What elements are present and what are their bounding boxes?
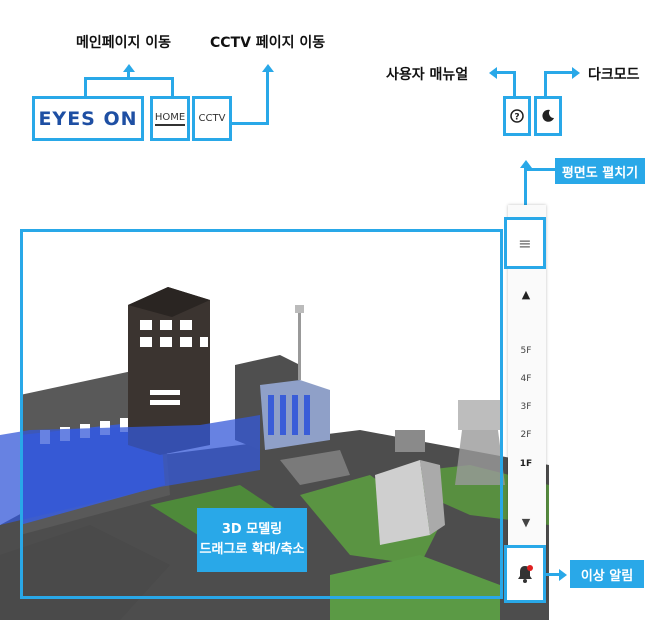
model-hint: 3D 모델링 드래그로 확대/축소 <box>197 508 307 572</box>
connector <box>496 71 516 74</box>
annotation-user-manual: 사용자 매뉴얼 <box>386 67 469 83</box>
connector <box>544 71 547 97</box>
annotation-dark-mode: 다크모드 <box>588 67 640 83</box>
floor-down-button[interactable]: ▼ <box>521 516 531 529</box>
connector <box>524 167 527 217</box>
bell-icon <box>518 565 533 583</box>
connector <box>171 77 174 97</box>
svg-text:?: ? <box>514 113 519 123</box>
floor-4f[interactable]: 4F <box>520 374 532 384</box>
annotation-main-page: 메인페이지 이동 <box>76 35 172 51</box>
floor-3f[interactable]: 3F <box>520 402 532 412</box>
moon-icon <box>542 109 554 122</box>
floor-5f[interactable]: 5F <box>520 346 532 356</box>
expand-floorplan-button[interactable]: ≡ <box>504 217 546 269</box>
annotation-alarm: 이상 알림 <box>570 560 644 588</box>
cctv-button[interactable]: CCTV <box>192 96 232 141</box>
floor-2f[interactable]: 2F <box>520 430 532 440</box>
connector <box>230 122 269 125</box>
arrow-dark <box>572 67 580 79</box>
arrow-manual <box>489 67 497 79</box>
arrow-cctv <box>262 64 274 72</box>
connector <box>84 77 174 80</box>
annotation-expand-floorplan: 평면도 펼치기 <box>555 158 645 184</box>
home-label: HOME <box>154 112 186 126</box>
menu-icon: ≡ <box>518 233 532 253</box>
connector <box>84 77 87 97</box>
floor-up-button[interactable]: ▲ <box>521 288 531 301</box>
cctv-label: CCTV <box>198 113 226 124</box>
help-icon: ? <box>510 109 524 123</box>
connector <box>266 71 269 125</box>
model-hint-line1: 3D 모델링 <box>221 522 283 537</box>
dark-mode-button[interactable] <box>534 96 562 136</box>
alarm-button[interactable] <box>504 545 546 603</box>
logo-link[interactable]: EYES ON <box>32 96 144 141</box>
model-hint-line2: 드래그로 확대/축소 <box>199 542 305 557</box>
floor-1f[interactable]: 1F <box>519 459 533 469</box>
connector <box>513 71 516 97</box>
connector <box>546 573 560 576</box>
logo: EYES ON <box>38 107 138 130</box>
manual-button[interactable]: ? <box>503 96 531 136</box>
arrow-floorplan <box>520 160 532 168</box>
connector <box>127 71 130 79</box>
floor-panel <box>508 205 546 600</box>
connector <box>544 71 573 74</box>
viewport-highlight <box>20 229 503 599</box>
connector <box>524 168 556 171</box>
arrow-alarm <box>559 569 567 581</box>
home-button[interactable]: HOME <box>150 96 190 141</box>
annotation-cctv-page: CCTV 페이지 이동 <box>210 35 326 51</box>
arrow-main <box>123 64 135 72</box>
